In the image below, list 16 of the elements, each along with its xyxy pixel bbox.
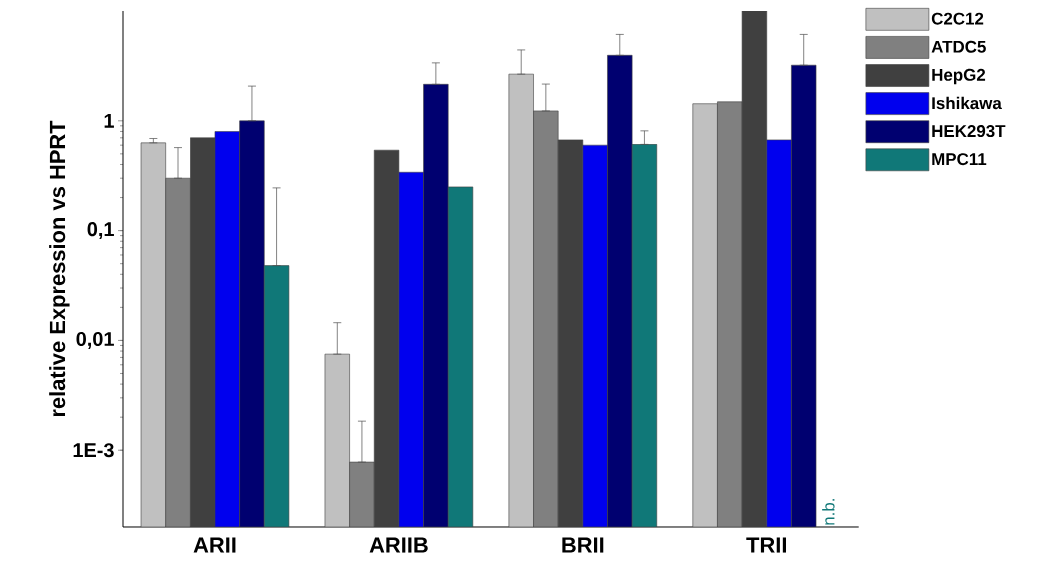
legend-label: MPC11: [932, 153, 987, 166]
legend-label: Ishikawa: [932, 96, 1002, 110]
annotation: n.b.: [822, 499, 835, 525]
y-tick-label: 1: [104, 113, 114, 128]
y-tick-label: 1E-3: [73, 443, 114, 458]
legend-label: ATDC5: [931, 40, 986, 53]
legend-label: HepG2: [932, 68, 986, 85]
x-tick-label: BRII: [562, 537, 604, 553]
legend-label: C2C12: [931, 12, 984, 25]
y-tick-label: 0,1: [87, 222, 114, 240]
x-tick-label: TRII: [746, 537, 786, 553]
x-tick-label: ARII: [193, 537, 236, 553]
legend-label: HEK293T: [932, 125, 1006, 138]
y-tick-label: 0,01: [76, 331, 114, 349]
y-axis-title: relative Expression vs HPRT: [49, 120, 70, 417]
x-tick-label: ARIIB: [369, 537, 428, 553]
